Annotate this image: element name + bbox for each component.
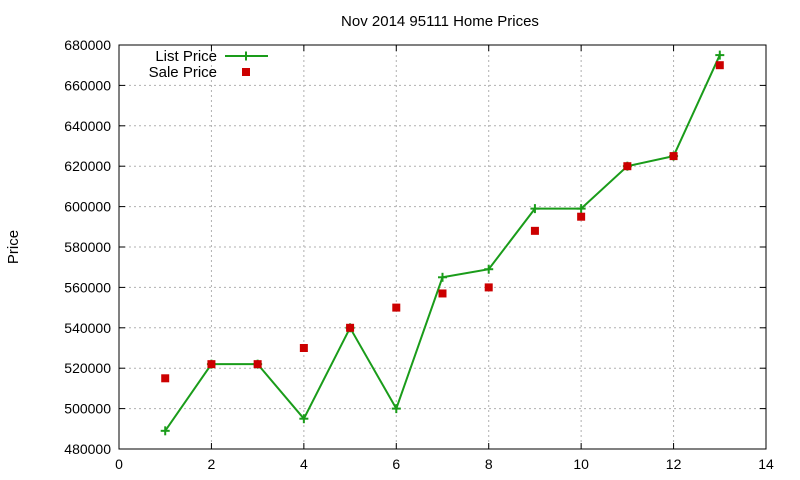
x-tick-label: 12 xyxy=(666,456,682,472)
list-price-point xyxy=(715,50,725,60)
sale-price-point xyxy=(346,323,355,332)
x-tick-label: 8 xyxy=(485,456,493,472)
sale-price-point xyxy=(530,226,539,235)
chart-title: Nov 2014 95111 Home Prices xyxy=(341,13,539,30)
sale-price-point xyxy=(577,212,586,221)
legend-label-sale-price: Sale Price xyxy=(149,64,217,81)
sale-price-point xyxy=(392,303,401,312)
sale-price-point xyxy=(623,162,632,171)
y-tick-label: 480000 xyxy=(64,441,111,457)
y-tick-label: 620000 xyxy=(64,158,111,174)
y-tick-label: 500000 xyxy=(64,401,111,417)
list-price-point xyxy=(484,264,494,274)
sale-price-point xyxy=(715,61,724,70)
list-price-point xyxy=(299,414,309,424)
list-price-point xyxy=(530,204,540,214)
legend-label-list-price: List Price xyxy=(155,48,217,65)
series-layer xyxy=(160,50,725,436)
x-tick-label: 14 xyxy=(758,456,774,472)
sale-price-point xyxy=(669,152,678,161)
legend-marker-list-price xyxy=(241,51,251,61)
y-tick-label: 560000 xyxy=(64,279,111,295)
list-price-line xyxy=(164,54,721,432)
list-price-point xyxy=(576,204,586,214)
plot-frame xyxy=(118,44,767,450)
sale-price-point xyxy=(438,289,447,298)
grid-lines xyxy=(119,45,766,449)
x-tick-label: 6 xyxy=(392,456,400,472)
list-price-point xyxy=(160,426,170,436)
x-tick-label: 10 xyxy=(573,456,589,472)
sale-price-point xyxy=(161,374,170,383)
legend-marker-sale-price xyxy=(242,68,250,76)
list-price-point xyxy=(438,272,447,282)
x-tick-label: 0 xyxy=(115,456,123,472)
sale-price-point xyxy=(484,283,493,292)
y-tick-label: 680000 xyxy=(64,37,111,53)
sale-price-point xyxy=(207,360,216,369)
y-tick-label: 640000 xyxy=(64,118,111,134)
x-tick-label: 4 xyxy=(300,456,308,472)
y-tick-label: 520000 xyxy=(64,360,111,376)
sale-price-point xyxy=(253,360,262,369)
x-tick-label: 2 xyxy=(208,456,216,472)
y-tick-label: 580000 xyxy=(64,239,111,255)
y-tick-label: 660000 xyxy=(64,77,111,93)
list-price-point xyxy=(391,404,401,414)
y-axis-label: Price xyxy=(5,230,22,264)
sale-price-point xyxy=(299,344,308,352)
y-tick-label: 600000 xyxy=(64,199,111,215)
y-tick-label: 540000 xyxy=(64,320,111,336)
axis-ticks: 0 2 4 6 8 10 12 14 480000 500000 520000 540000 56000… xyxy=(64,37,774,472)
